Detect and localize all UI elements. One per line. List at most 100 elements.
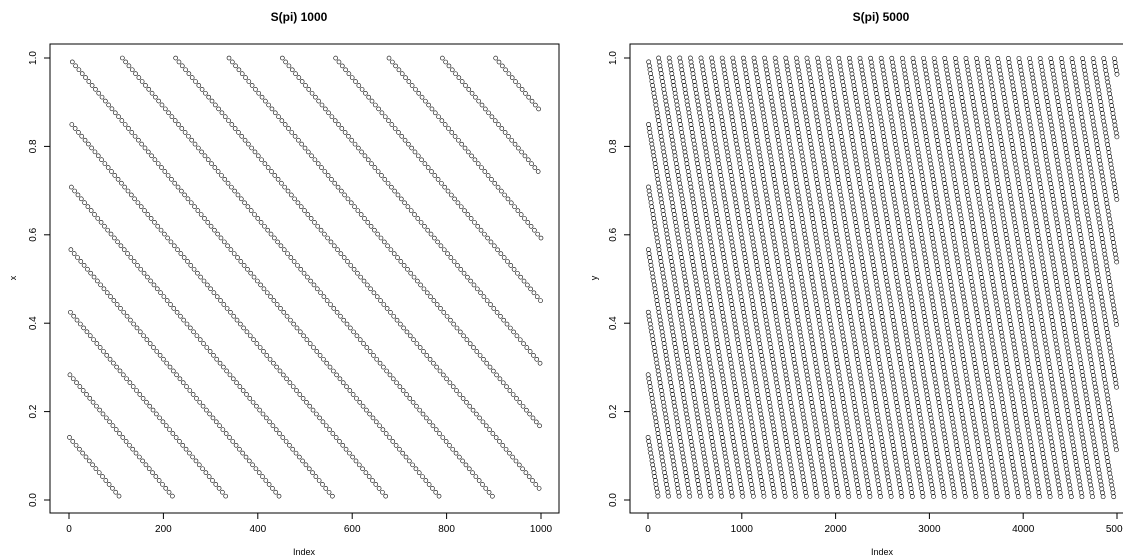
data-point bbox=[794, 184, 800, 190]
data-point bbox=[401, 263, 407, 268]
data-point bbox=[737, 352, 743, 358]
data-point bbox=[285, 188, 291, 194]
data-point bbox=[695, 98, 701, 104]
data-point bbox=[796, 450, 802, 456]
data-point bbox=[969, 408, 975, 413]
data-point bbox=[752, 63, 758, 69]
data-point bbox=[302, 145, 308, 151]
data-point bbox=[1005, 181, 1011, 187]
data-point bbox=[893, 83, 899, 89]
data-point bbox=[949, 478, 955, 484]
data-point bbox=[806, 446, 812, 452]
data-point bbox=[839, 263, 845, 268]
data-point bbox=[718, 173, 724, 178]
data-point bbox=[890, 376, 896, 382]
data-point bbox=[823, 357, 829, 362]
data-point bbox=[782, 431, 788, 437]
data-point bbox=[391, 313, 397, 319]
data-point bbox=[217, 423, 222, 429]
data-point bbox=[442, 122, 448, 127]
data-point bbox=[941, 494, 947, 499]
data-point bbox=[833, 165, 839, 171]
data-point bbox=[807, 137, 813, 143]
data-point bbox=[684, 478, 690, 483]
data-point bbox=[687, 431, 693, 436]
data-point bbox=[830, 270, 835, 276]
data-point bbox=[966, 196, 971, 202]
data-point bbox=[535, 169, 541, 174]
data-point bbox=[779, 157, 785, 163]
data-point bbox=[977, 267, 983, 273]
data-point bbox=[179, 126, 185, 131]
data-point bbox=[506, 71, 512, 77]
data-point bbox=[703, 83, 708, 88]
data-point bbox=[713, 270, 719, 276]
data-point bbox=[965, 384, 971, 390]
data-point bbox=[966, 263, 972, 269]
data-point bbox=[739, 427, 745, 433]
data-point bbox=[880, 63, 885, 69]
data-point bbox=[866, 490, 872, 495]
data-point bbox=[832, 220, 837, 225]
data-point bbox=[815, 310, 821, 315]
data-point bbox=[795, 317, 801, 323]
data-point bbox=[746, 341, 752, 347]
data-point bbox=[812, 419, 818, 425]
data-point bbox=[664, 106, 670, 112]
data-point bbox=[173, 435, 179, 440]
data-point bbox=[181, 255, 187, 260]
data-point bbox=[446, 126, 451, 131]
data-point bbox=[932, 122, 938, 128]
data-point bbox=[919, 490, 925, 495]
data-point bbox=[968, 87, 974, 93]
data-point bbox=[666, 305, 672, 311]
data-point bbox=[683, 157, 689, 163]
data-point bbox=[253, 87, 258, 92]
data-point bbox=[417, 407, 423, 413]
data-point bbox=[833, 478, 838, 484]
data-point bbox=[748, 227, 754, 233]
data-point bbox=[429, 106, 435, 112]
data-point bbox=[815, 184, 821, 190]
data-point bbox=[775, 321, 780, 327]
data-point bbox=[728, 423, 734, 429]
data-point bbox=[859, 380, 864, 386]
data-point bbox=[379, 110, 385, 116]
data-point bbox=[968, 212, 974, 218]
data-point bbox=[941, 431, 947, 437]
data-point bbox=[95, 216, 101, 221]
data-point bbox=[693, 149, 698, 155]
data-point bbox=[353, 458, 359, 464]
data-point bbox=[840, 333, 846, 339]
data-point bbox=[914, 141, 920, 147]
data-point bbox=[863, 278, 869, 284]
data-point bbox=[793, 368, 799, 374]
data-point bbox=[669, 262, 675, 268]
data-point bbox=[516, 83, 522, 88]
data-point bbox=[709, 247, 715, 253]
data-point bbox=[904, 208, 910, 214]
data-point bbox=[390, 439, 396, 444]
data-point bbox=[266, 482, 272, 487]
data-point bbox=[655, 176, 661, 182]
data-point bbox=[663, 352, 669, 358]
data-point bbox=[373, 102, 378, 108]
data-point bbox=[447, 380, 453, 386]
data-point bbox=[802, 231, 808, 237]
data-point bbox=[796, 196, 802, 202]
data-point bbox=[962, 365, 968, 370]
data-point bbox=[320, 482, 325, 487]
data-point bbox=[887, 106, 893, 112]
data-point bbox=[125, 251, 130, 256]
data-point bbox=[892, 392, 898, 398]
data-point bbox=[814, 302, 819, 308]
data-point bbox=[674, 481, 680, 487]
data-point bbox=[822, 161, 828, 167]
data-point bbox=[394, 317, 400, 323]
data-point bbox=[723, 454, 728, 460]
data-point bbox=[332, 118, 338, 123]
data-point bbox=[733, 392, 739, 397]
data-point bbox=[244, 329, 250, 335]
data-point bbox=[855, 294, 861, 300]
data-point bbox=[184, 321, 190, 327]
